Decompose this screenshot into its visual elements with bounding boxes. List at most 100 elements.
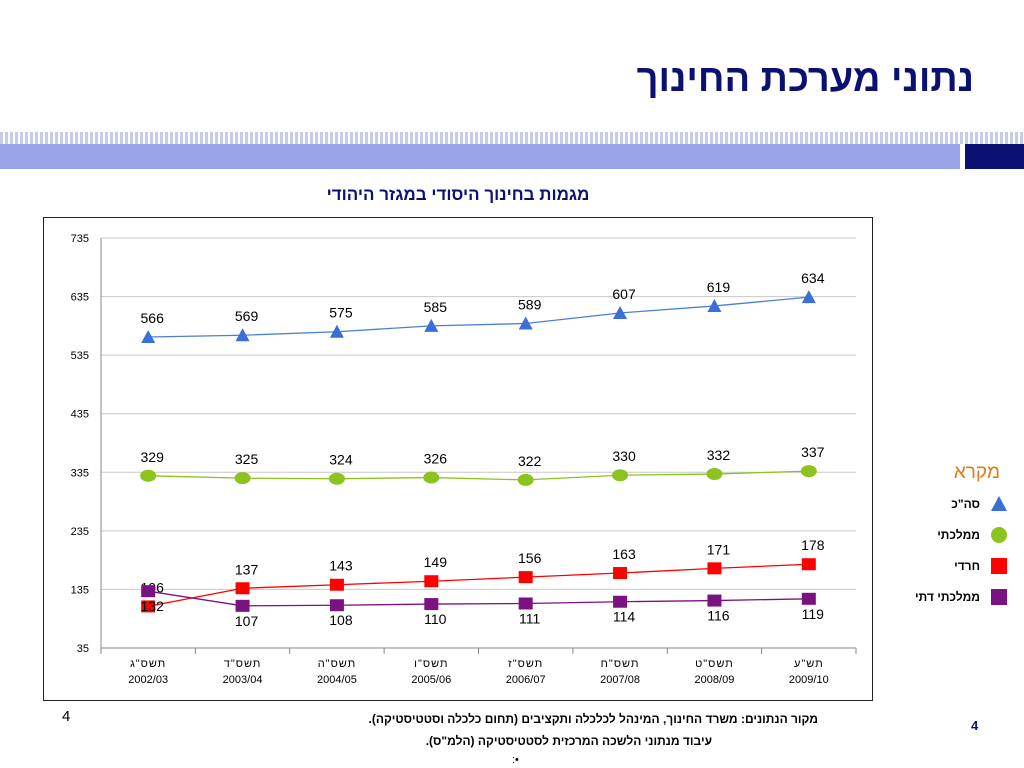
header-band-block xyxy=(965,144,1024,169)
square-icon xyxy=(988,555,1010,577)
data-point-triangle xyxy=(424,318,439,332)
legend-label: ממלכתי דתי xyxy=(915,590,980,604)
data-point-circle xyxy=(800,465,817,478)
x-tick-label: תשס"ט xyxy=(695,658,734,670)
legend-title: מקרא xyxy=(953,462,1000,483)
data-point-circle xyxy=(328,472,345,485)
x-tick-label: תשס"ח xyxy=(601,658,640,670)
data-point-triangle xyxy=(518,316,533,330)
x-tick-label: תשס"ג xyxy=(130,658,166,670)
data-label: 575 xyxy=(329,305,353,321)
x-tick-label: תשס"ו xyxy=(414,658,448,670)
data-label: 111 xyxy=(519,610,540,626)
x-tick-label: 2003/04 xyxy=(223,674,263,686)
x-tick-label: 2002/03 xyxy=(128,674,168,686)
data-point-circle xyxy=(517,473,534,486)
data-label: 108 xyxy=(329,612,353,628)
data-point-circle xyxy=(234,472,251,485)
y-tick-label: 35 xyxy=(77,643,89,655)
data-label: 119 xyxy=(802,606,825,622)
data-label: 114 xyxy=(613,609,636,625)
data-label: 143 xyxy=(329,558,353,574)
x-tick-label: 2007/08 xyxy=(600,674,640,686)
slide-title: נתוני מערכת החינוך xyxy=(636,58,974,100)
x-tick-label: 2006/07 xyxy=(506,674,546,686)
data-point-square xyxy=(707,562,722,575)
y-tick-label: 735 xyxy=(71,233,89,245)
square-icon xyxy=(988,586,1010,608)
data-label: 149 xyxy=(424,554,448,570)
data-point-square xyxy=(801,558,816,571)
data-label: 324 xyxy=(329,452,353,468)
x-tick-label: 2004/05 xyxy=(317,674,357,686)
data-point-square xyxy=(424,598,439,611)
data-label: 619 xyxy=(707,279,731,295)
data-label: 634 xyxy=(801,270,825,286)
data-point-square xyxy=(235,582,250,595)
legend: מקרא סה"כ ממלכתי חרדי ממלכתי דתי xyxy=(880,462,1010,608)
legend-label: סה"כ xyxy=(951,497,980,511)
header-band xyxy=(0,144,960,169)
chart-title: מגמות בחינוך היסודי במגזר היהודי xyxy=(326,185,590,204)
legend-label: חרדי xyxy=(954,559,980,573)
triangle-icon xyxy=(988,493,1010,515)
line-chart: 35 135 235 335 435 535 635 735 תשס"ג 2002/03 תשס"ד… xyxy=(71,233,857,686)
legend-item-state-religious: ממלכתי דתי xyxy=(880,586,1010,608)
page-number-corner: 4 xyxy=(971,718,979,733)
data-point-triangle xyxy=(707,298,722,312)
data-label: 156 xyxy=(518,550,542,566)
data-point-square xyxy=(141,600,156,613)
data-point-circle xyxy=(140,469,157,482)
x-tick-label: 2009/10 xyxy=(789,674,829,686)
data-label: 589 xyxy=(518,297,542,313)
x-tick-label: תש"ע xyxy=(794,658,824,670)
data-point-circle xyxy=(706,468,723,481)
legend-item-state: ממלכתי xyxy=(880,524,1010,546)
x-tick-label: תשס"ד xyxy=(224,658,262,670)
data-label: 332 xyxy=(707,447,731,463)
y-tick-label: 635 xyxy=(71,292,89,304)
y-tick-label: 535 xyxy=(71,350,89,362)
data-point-triangle xyxy=(235,328,250,342)
data-point-triangle xyxy=(329,324,344,338)
chart-frame: 35 135 235 335 435 535 635 735 תשס"ג 2002/03 תשס"ד… xyxy=(43,217,873,701)
data-point-square xyxy=(801,592,816,605)
data-label: 566 xyxy=(141,310,165,326)
data-label: 132 xyxy=(141,598,165,614)
data-point-circle xyxy=(612,469,629,482)
data-label: 607 xyxy=(612,286,636,302)
circle-icon xyxy=(988,524,1010,546)
data-label: 569 xyxy=(235,308,259,324)
data-label: 329 xyxy=(141,449,165,465)
series-line xyxy=(148,590,809,607)
data-label: 110 xyxy=(424,611,447,627)
data-point-square xyxy=(613,567,628,580)
data-label: 116 xyxy=(707,608,730,624)
y-tick-label: 135 xyxy=(71,584,89,596)
y-tick-label: 235 xyxy=(71,526,89,538)
header-dotted-band xyxy=(0,132,1024,144)
data-label: 330 xyxy=(612,448,636,464)
y-tick-label: 435 xyxy=(71,409,89,421)
data-label: 322 xyxy=(518,453,542,469)
page-number: 4 xyxy=(62,708,71,725)
data-point-square xyxy=(518,571,533,584)
legend-item-haredi: חרדי xyxy=(880,555,1010,577)
data-point-square xyxy=(141,585,156,598)
series-line xyxy=(148,563,809,608)
source-note: מקור הנתונים: משרד החינוך, המינהל לכלכלה… xyxy=(368,712,818,726)
legend-label: ממלכתי xyxy=(937,528,980,542)
legend-item-total: סה"כ xyxy=(880,493,1010,515)
x-tick-label: 2008/09 xyxy=(695,674,735,686)
data-point-square xyxy=(518,597,533,610)
series-line xyxy=(148,470,809,481)
x-tick-label: תשס"ז xyxy=(508,658,543,670)
data-point-triangle xyxy=(801,290,816,304)
data-point-circle xyxy=(423,471,440,484)
data-point-square xyxy=(613,595,628,608)
series-line xyxy=(148,296,809,338)
data-label: 337 xyxy=(801,444,825,460)
data-label: 585 xyxy=(424,299,448,315)
x-tick-label: 2005/06 xyxy=(411,674,451,686)
data-label: 171 xyxy=(707,541,731,557)
